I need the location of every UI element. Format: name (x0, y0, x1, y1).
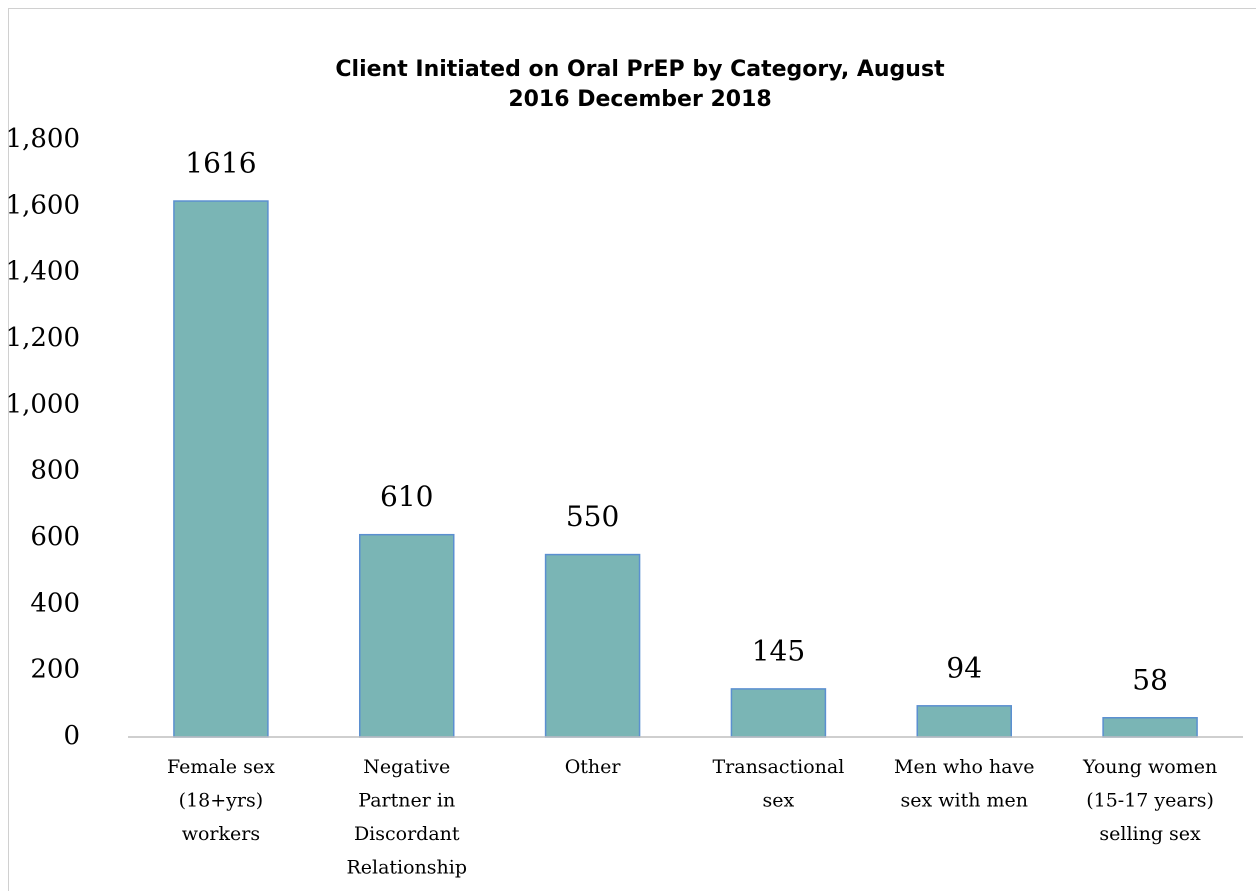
y-tick-label: 1,400 (6, 257, 80, 287)
y-tick-label: 200 (30, 655, 80, 685)
x-tick-label: selling sex (1099, 823, 1201, 845)
x-tick-label: sex (763, 790, 795, 812)
data-label: 145 (752, 634, 805, 667)
x-tick-label: Female sex (167, 756, 275, 778)
x-tick-label: Discordant (354, 823, 460, 845)
x-tick-label: Transactional (712, 756, 844, 778)
x-tick-label: Negative (363, 756, 450, 778)
x-tick-label: workers (182, 823, 260, 845)
y-tick-label: 800 (30, 456, 80, 486)
x-tick-label: Relationship (346, 857, 467, 879)
bar (544, 553, 641, 738)
data-label: 610 (380, 480, 433, 513)
x-tick-label: Other (565, 756, 622, 778)
bar (916, 705, 1012, 738)
y-tick-label: 1,600 (6, 190, 80, 220)
x-tick-label: Partner in (358, 790, 455, 812)
data-label: 94 (946, 651, 982, 684)
x-tick-label: Young women (1082, 756, 1217, 778)
y-tick-label: 400 (30, 588, 80, 618)
bar (173, 200, 269, 738)
data-label: 1616 (185, 147, 256, 180)
chart-title: 2016 December 2018 (508, 87, 771, 112)
y-tick-label: 1,200 (6, 323, 80, 353)
y-tick-label: 1,800 (6, 124, 80, 154)
x-tick-label: (18+yrs) (179, 790, 264, 812)
y-tick-label: 600 (30, 522, 80, 552)
x-tick-label: sex with men (901, 790, 1029, 812)
y-tick-label: 0 (63, 721, 80, 751)
x-tick-label: (15-17 years) (1086, 790, 1214, 812)
data-label: 58 (1132, 663, 1168, 696)
bar (1102, 717, 1198, 738)
chart-title: Client Initiated on Oral PrEP by Categor… (335, 57, 945, 82)
x-tick-label: Men who have (894, 756, 1035, 778)
chart-border (8, 8, 1256, 891)
y-tick-label: 1,000 (6, 389, 80, 419)
bar (359, 533, 455, 738)
bar (730, 688, 827, 738)
data-label: 550 (566, 500, 619, 533)
